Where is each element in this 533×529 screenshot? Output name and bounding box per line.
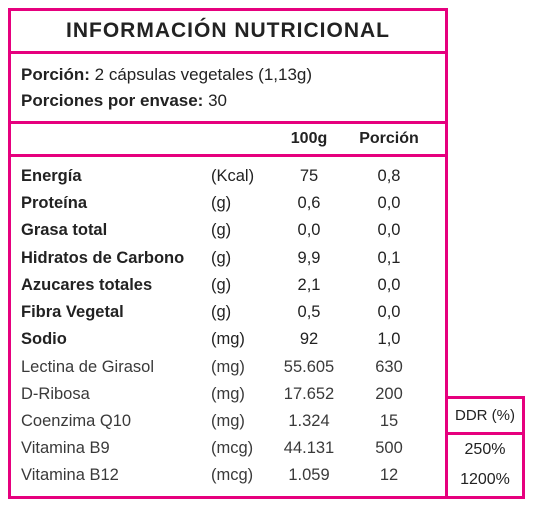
- nutrient-name: Hidratos de Carbono: [21, 245, 211, 272]
- nutrient-portion: 0,0: [349, 272, 429, 299]
- nutrient-row: Grasa total(g)0,00,0: [21, 217, 435, 244]
- ddr-value: 1200%: [448, 465, 522, 495]
- serving-section: Porción: 2 cápsulas vegetales (1,13g) Po…: [11, 54, 445, 124]
- ddr-box: DDR (%) 250%1200%: [445, 396, 525, 499]
- nutrient-name: Azucares totales: [21, 272, 211, 299]
- portion-label: Porción:: [21, 65, 90, 84]
- header-unit-spacer: [211, 130, 269, 148]
- nutrient-row: Lectina de Girasol(mg)55.605630: [21, 354, 435, 381]
- nutrient-name: Vitamina B9: [21, 435, 211, 462]
- panel-title: INFORMACIÓN NUTRICIONAL: [11, 11, 445, 54]
- nutrient-unit: (mcg): [211, 462, 269, 489]
- column-header-row: 100g Porción: [11, 124, 445, 157]
- nutrient-portion: 15: [349, 408, 429, 435]
- nutrient-row: Coenzima Q10(mg)1.32415: [21, 408, 435, 435]
- ddr-side-panel: DDR (%) 250%1200%: [445, 396, 525, 499]
- serving-portion-line: Porción: 2 cápsulas vegetales (1,13g): [21, 62, 435, 88]
- nutrient-row: Fibra Vegetal(g)0,50,0: [21, 299, 435, 326]
- nutrient-portion: 500: [349, 435, 429, 462]
- nutrient-portion: 0,0: [349, 190, 429, 217]
- nutrient-unit: (g): [211, 299, 269, 326]
- nutrient-per100: 92: [269, 326, 349, 353]
- nutrient-per100: 75: [269, 163, 349, 190]
- nutrient-unit: (g): [211, 217, 269, 244]
- nutrient-portion: 0,1: [349, 245, 429, 272]
- nutrient-row: D-Ribosa(mg)17.652200: [21, 381, 435, 408]
- nutrient-per100: 9,9: [269, 245, 349, 272]
- nutrient-rows: Energía(Kcal)750,8Proteína(g)0,60,0Grasa…: [11, 157, 445, 496]
- nutrient-per100: 2,1: [269, 272, 349, 299]
- per-container-value: 30: [203, 91, 227, 110]
- nutrient-name: Fibra Vegetal: [21, 299, 211, 326]
- per-container-label: Porciones por envase:: [21, 91, 203, 110]
- nutrient-unit: (Kcal): [211, 163, 269, 190]
- nutrient-unit: (mcg): [211, 435, 269, 462]
- nutrient-per100: 17.652: [269, 381, 349, 408]
- nutrient-name: D-Ribosa: [21, 381, 211, 408]
- nutrient-portion: 0,8: [349, 163, 429, 190]
- nutrient-name: Sodio: [21, 326, 211, 353]
- nutrient-unit: (mg): [211, 354, 269, 381]
- nutrient-row: Hidratos de Carbono(g)9,90,1: [21, 245, 435, 272]
- serving-per-container-line: Porciones por envase: 30: [21, 88, 435, 114]
- nutrient-per100: 0,0: [269, 217, 349, 244]
- portion-value: 2 cápsulas vegetales (1,13g): [90, 65, 312, 84]
- nutrient-portion: 0,0: [349, 299, 429, 326]
- nutrition-panel-wrap: INFORMACIÓN NUTRICIONAL Porción: 2 cápsu…: [8, 8, 525, 499]
- nutrient-name: Lectina de Girasol: [21, 354, 211, 381]
- nutrient-per100: 1.059: [269, 462, 349, 489]
- nutrient-unit: (g): [211, 245, 269, 272]
- nutrient-name: Proteína: [21, 190, 211, 217]
- nutrient-row: Azucares totales(g)2,10,0: [21, 272, 435, 299]
- nutrient-portion: 1,0: [349, 326, 429, 353]
- ddr-values: 250%1200%: [448, 435, 522, 496]
- nutrient-unit: (mg): [211, 326, 269, 353]
- nutrient-row: Vitamina B9(mcg)44.131500: [21, 435, 435, 462]
- nutrient-portion: 630: [349, 354, 429, 381]
- nutrient-unit: (g): [211, 272, 269, 299]
- nutrient-portion: 200: [349, 381, 429, 408]
- nutrient-row: Vitamina B12(mcg)1.05912: [21, 462, 435, 489]
- nutrient-per100: 0,6: [269, 190, 349, 217]
- nutrient-unit: (g): [211, 190, 269, 217]
- nutrient-unit: (mg): [211, 408, 269, 435]
- nutrition-main-table: INFORMACIÓN NUTRICIONAL Porción: 2 cápsu…: [8, 8, 448, 499]
- nutrient-unit: (mg): [211, 381, 269, 408]
- nutrient-per100: 1.324: [269, 408, 349, 435]
- header-per100: 100g: [269, 130, 349, 148]
- nutrient-name: Vitamina B12: [21, 462, 211, 489]
- nutrient-name: Coenzima Q10: [21, 408, 211, 435]
- nutrient-name: Grasa total: [21, 217, 211, 244]
- nutrient-per100: 44.131: [269, 435, 349, 462]
- nutrient-row: Energía(Kcal)750,8: [21, 163, 435, 190]
- nutrient-name: Energía: [21, 163, 211, 190]
- nutrient-portion: 12: [349, 462, 429, 489]
- header-portion: Porción: [349, 130, 429, 148]
- nutrient-row: Sodio(mg)921,0: [21, 326, 435, 353]
- ddr-header: DDR (%): [448, 399, 522, 435]
- nutrient-per100: 55.605: [269, 354, 349, 381]
- nutrient-per100: 0,5: [269, 299, 349, 326]
- nutrient-portion: 0,0: [349, 217, 429, 244]
- header-name-spacer: [21, 130, 211, 148]
- ddr-value: 250%: [448, 435, 522, 465]
- nutrient-row: Proteína(g)0,60,0: [21, 190, 435, 217]
